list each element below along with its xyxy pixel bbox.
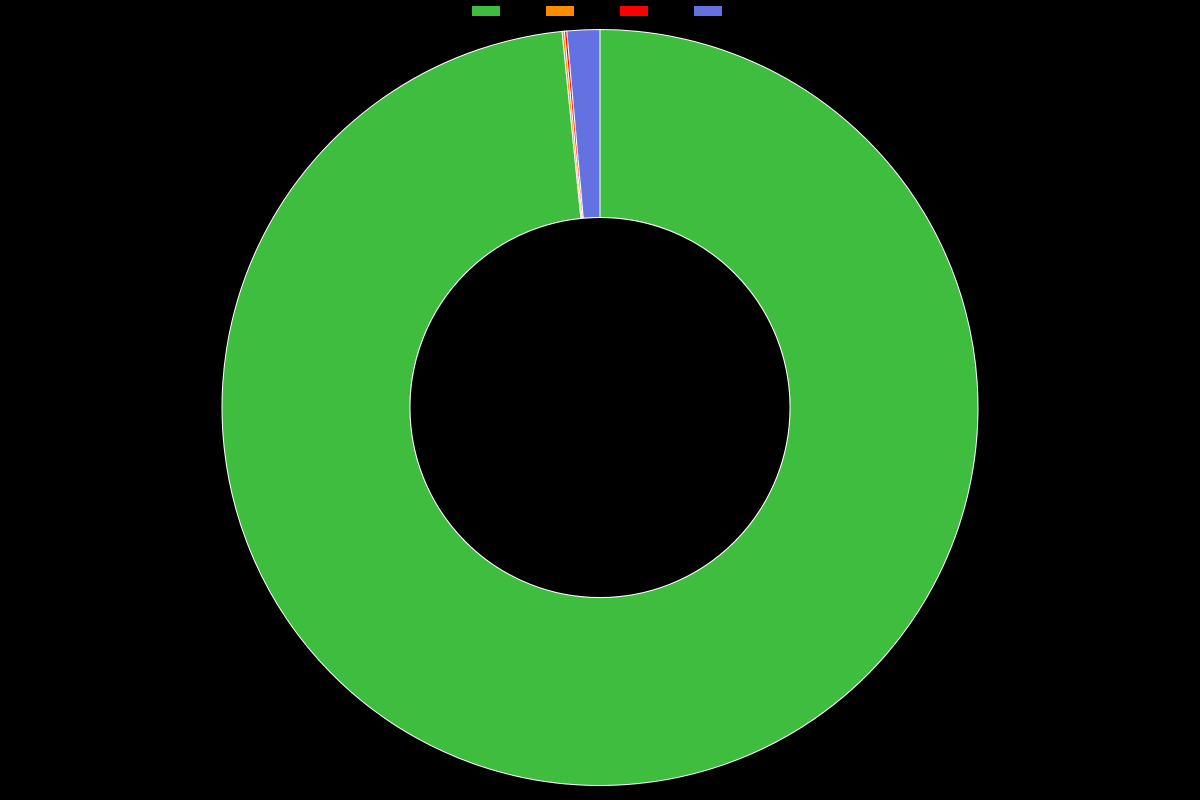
donut-svg [220,28,980,788]
legend-item [546,6,580,16]
legend-item [694,6,728,16]
donut-chart [220,28,980,793]
legend-swatch [620,6,648,16]
legend-swatch [694,6,722,16]
legend-swatch [472,6,500,16]
legend-item [620,6,654,16]
donut-hole [410,218,790,598]
legend-item [472,6,506,16]
legend [0,6,1200,16]
legend-swatch [546,6,574,16]
